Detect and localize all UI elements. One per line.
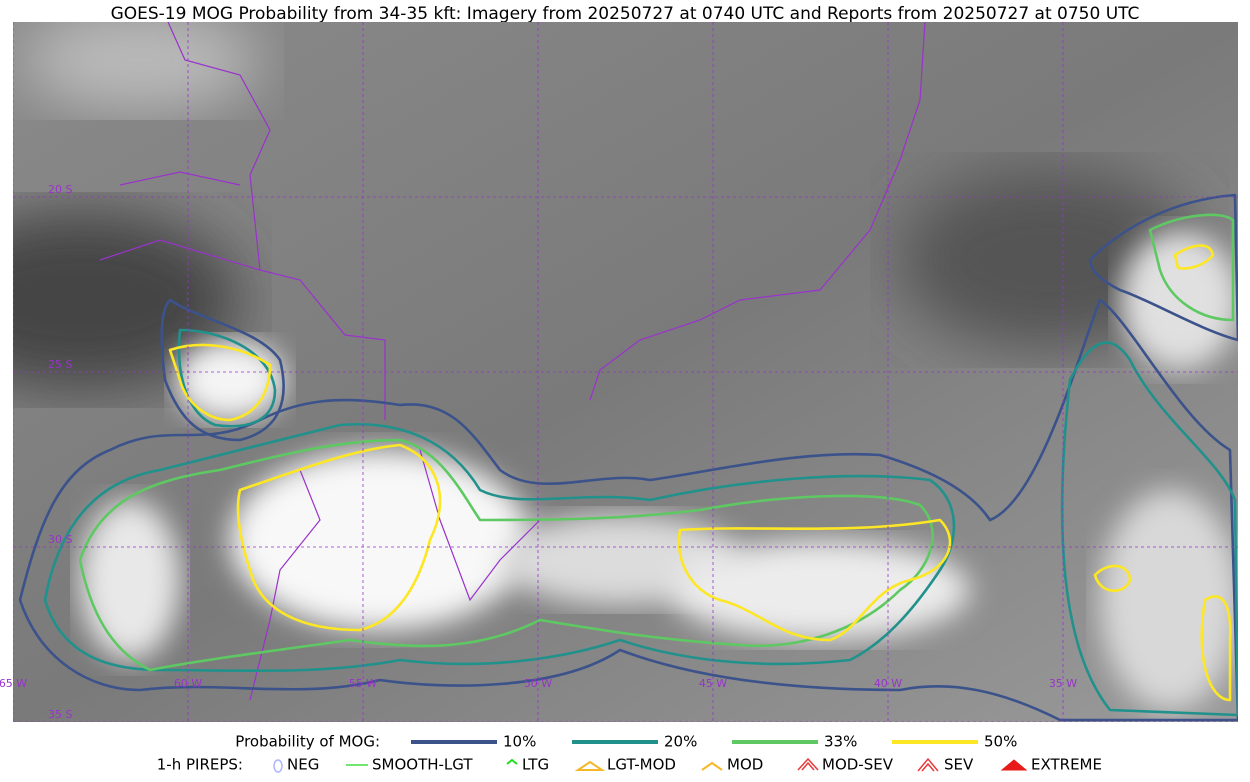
lon-label: 65 W [0, 677, 27, 690]
lat-label: 25 S [48, 358, 72, 371]
legend-label: SEV [944, 756, 974, 774]
lat-label: 30 S [48, 533, 72, 546]
legend-label: SMOOTH-LGT [372, 756, 473, 774]
lon-label: 45 W [699, 677, 727, 690]
lon-label: 60 W [174, 677, 202, 690]
legend-label: LTG [522, 756, 549, 774]
lon-label: 35 W [1049, 677, 1077, 690]
legend-label: MOD-SEV [822, 756, 894, 774]
legend-label: LGT-MOD [607, 756, 676, 774]
pirep-symbol [917, 757, 939, 772]
satellite-image [13, 22, 1238, 722]
legend-title: Probability of MOG: [235, 733, 380, 751]
legend-label: 10% [503, 733, 536, 751]
lat-label: 20 S [48, 183, 72, 196]
contour [1148, 213, 1235, 322]
contours [18, 193, 1238, 722]
legend: Probability of MOG: 10% 20% 33% 50% 1-h PIREP… [157, 733, 1102, 774]
lat-lon-grid [13, 22, 1238, 722]
contour [236, 443, 442, 632]
legend-label: MOD [727, 756, 763, 774]
contour [43, 423, 956, 673]
lon-label: 55 W [349, 677, 377, 690]
contour [677, 518, 952, 642]
pirep-symbol [574, 760, 606, 771]
contour [1060, 341, 1238, 717]
legend-label: 50% [984, 733, 1017, 751]
lat-label: 35 S [48, 708, 72, 721]
contour [78, 438, 934, 672]
contour [168, 343, 272, 422]
pirep-symbol [701, 761, 723, 771]
legend-label: NEG [287, 756, 319, 774]
contour [18, 298, 1238, 722]
contour [1088, 193, 1238, 342]
lat-lon-labels: 65 W 60 W 55 W 50 W 45 W 40 W 35 W 20 S 25 S 30 S… [0, 183, 1077, 721]
lon-label: 40 W [874, 677, 902, 690]
legend-label: 20% [664, 733, 697, 751]
lon-label: 50 W [524, 677, 552, 690]
title: GOES-19 MOG Probability from 34-35 kft: … [111, 4, 1140, 24]
contour [1200, 595, 1232, 702]
contour [160, 298, 285, 442]
pirep-symbol [506, 758, 518, 765]
legend-label: EXTREME [1031, 756, 1102, 774]
contour [1093, 564, 1132, 592]
legend-title: 1-h PIREPS: [157, 756, 243, 774]
contour [1173, 244, 1215, 270]
pirep-symbol [1000, 759, 1028, 771]
legend-label: 33% [824, 733, 857, 751]
pirep-symbol [273, 759, 283, 773]
pirep-symbol [797, 757, 819, 771]
